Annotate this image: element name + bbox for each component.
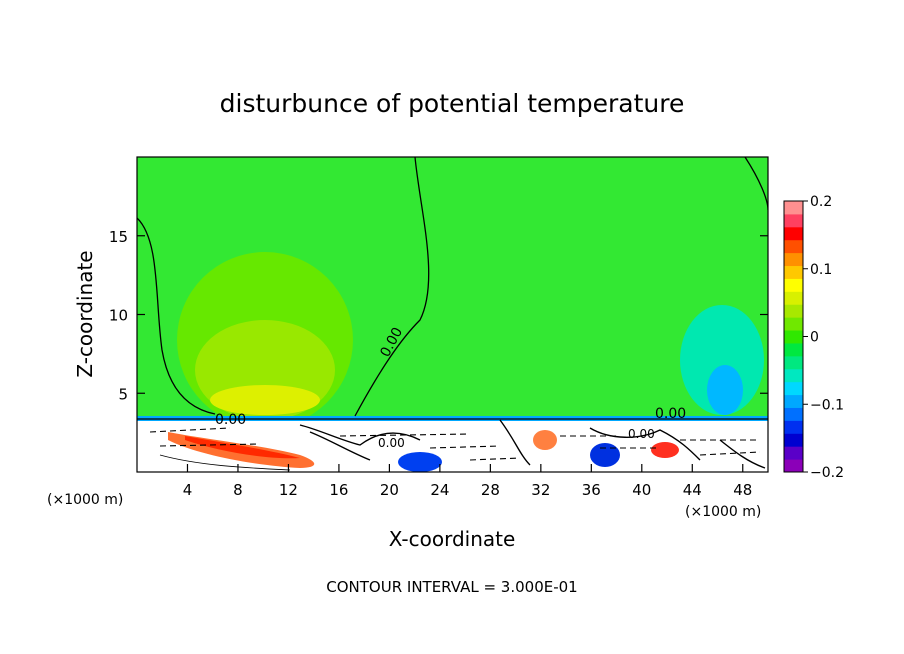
- colorbar-swatch: [784, 265, 803, 279]
- y-tick-label: 10: [109, 307, 128, 325]
- x-tick-label: 44: [683, 481, 702, 499]
- colorbar-swatch: [784, 394, 803, 408]
- x-tick-label: 16: [329, 481, 348, 499]
- colorbar-swatch: [784, 226, 803, 241]
- cold-patch-2: [590, 443, 620, 467]
- zero-contour-left: [137, 217, 216, 415]
- colorbar-swatch: [784, 213, 803, 228]
- plot-area: [137, 157, 768, 472]
- y-axis-ticks: 5 10 15: [109, 228, 768, 403]
- contour-interval-note: CONTOUR INTERVAL = 3.000E-01: [326, 578, 577, 596]
- colorbar-swatch: [784, 459, 803, 473]
- x-tick-label: 12: [279, 481, 298, 499]
- colorbar-swatch: [784, 201, 803, 215]
- colorbar-swatch: [784, 317, 803, 331]
- warm-patch-3: [651, 442, 679, 458]
- contour-label: 0.00: [378, 436, 405, 450]
- colorbar: [783, 200, 804, 473]
- x-tick-label: 24: [430, 481, 449, 499]
- colorbar-swatch: [784, 304, 803, 318]
- zero-contour-main: [354, 157, 430, 417]
- colorbar-tick-label: −0.1: [810, 397, 844, 413]
- positive-contours: [299, 419, 766, 469]
- x-unit-left: (×1000 m): [47, 492, 123, 508]
- contour-label: 0.00: [628, 427, 655, 441]
- cool-lobe-inner: [707, 365, 743, 415]
- x-tick-label: 36: [582, 481, 601, 499]
- x-tick-label: 8: [233, 481, 243, 499]
- colorbar-swatch: [784, 407, 803, 421]
- x-tick-label: 48: [733, 481, 752, 499]
- colorbar-tick-label: 0.1: [810, 262, 832, 278]
- x-axis-ticks: 4 8 12 16 20 24 28 32 36 40 44 48: [183, 464, 752, 499]
- cool-lobe-outer: [680, 305, 764, 415]
- warm-patch-surface-inner: [185, 436, 300, 459]
- chart-title: disturbunce of potential temperature: [220, 89, 685, 118]
- x-tick-label: 40: [632, 481, 651, 499]
- cold-patch-1: [398, 452, 442, 472]
- colorbar-swatch: [784, 278, 803, 292]
- colorbar-swatch: [784, 342, 803, 357]
- x-tick-label: 20: [380, 481, 399, 499]
- y-tick-label: 15: [109, 228, 128, 246]
- warm-lobe-inner: [210, 385, 320, 415]
- x-tick-label: 4: [183, 481, 193, 499]
- warm-patch-2: [533, 430, 557, 450]
- x-unit-right: (×1000 m): [685, 504, 761, 520]
- contour-label: 0.00: [215, 412, 246, 428]
- colorbar-tick-label: −0.2: [810, 465, 844, 481]
- colorbar-swatch: [784, 330, 803, 344]
- colorbar-labels: 0.2 0.1 0 −0.1 −0.2: [803, 194, 844, 481]
- colorbar-tick-label: 0.2: [810, 194, 832, 210]
- contour-label: 0.00: [655, 406, 686, 422]
- colorbar-swatch: [784, 368, 803, 383]
- x-axis-label: X-coordinate: [389, 527, 516, 551]
- colorbar-swatch: [784, 433, 803, 447]
- colorbar-swatch: [784, 291, 803, 305]
- x-tick-label: 32: [531, 481, 550, 499]
- colorbar-swatch: [784, 381, 803, 396]
- thin-contour-surface: [159, 454, 291, 471]
- colorbar-swatch: [784, 446, 803, 460]
- colorbar-swatch: [784, 420, 803, 434]
- y-axis-label: Z-coordinate: [73, 250, 97, 377]
- colorbar-swatch: [784, 252, 803, 267]
- colorbar-swatch: [784, 355, 803, 370]
- y-tick-label: 5: [118, 385, 128, 403]
- x-tick-label: 28: [481, 481, 500, 499]
- colorbar-tick-label: 0: [810, 330, 819, 346]
- colorbar-swatch: [784, 239, 803, 254]
